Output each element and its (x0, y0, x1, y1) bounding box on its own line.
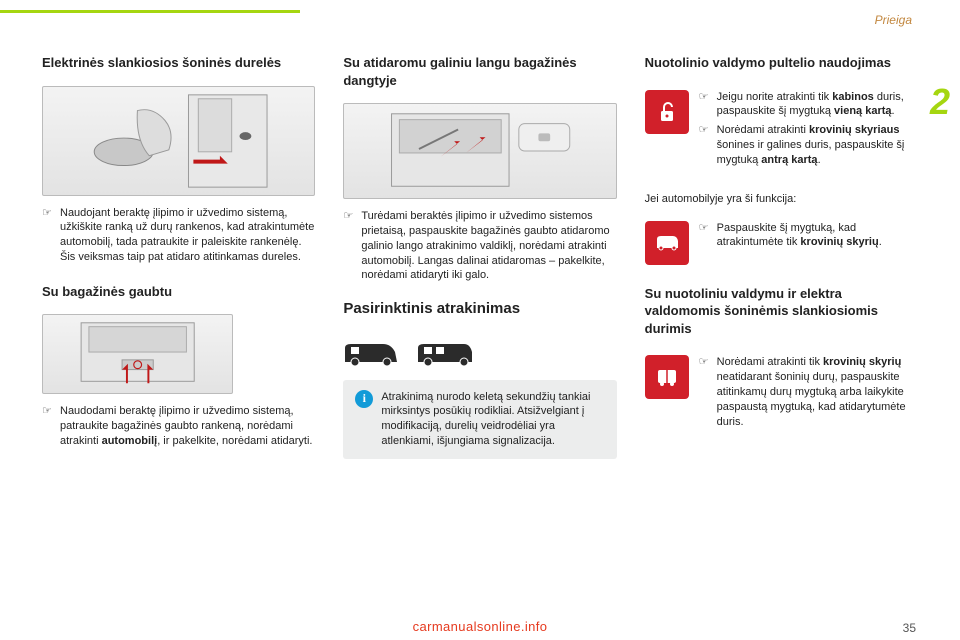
padlock-open-icon (653, 98, 681, 126)
bold-text: krovinių skyriaus (809, 124, 900, 136)
pointer-icon: ☞ (699, 355, 711, 429)
columns: Elektrinės slankiosios šoninės durelės ☞… (42, 54, 918, 459)
remote-block-2: ☞ Paspauskite šį mygtuką, kad atrakintum… (645, 221, 918, 265)
text: Norėdami atrakinti tik (717, 356, 823, 368)
text: . (818, 154, 821, 166)
figure-tailgate (42, 314, 233, 394)
bold-text: antrą kartą (761, 154, 817, 166)
text: Jeigu norite atrakinti tik (717, 91, 833, 103)
column-1: Elektrinės slankiosios šoninės durelės ☞… (42, 54, 315, 459)
bold-text: krovinių skyrių (800, 236, 878, 248)
unlock-cabin-icon (645, 90, 689, 134)
text: . (879, 236, 882, 248)
col3-heading-2: Su nuotoliniu valdymu ir elektra valdomo… (645, 285, 918, 338)
col3-bullet-4: ☞ Norėdami atrakinti tik krovinių skyrių… (699, 355, 918, 429)
chapter-tab: 2 (920, 52, 960, 152)
col1-para-1: ☞ Naudojant beraktę įlipimo ir užvedimo … (42, 206, 315, 265)
pointer-icon: ☞ (42, 404, 54, 449)
bold-text: kabinos (832, 91, 874, 103)
pointer-icon: ☞ (699, 90, 711, 120)
accent-bar (0, 10, 300, 13)
col2-heading-1: Su atidaromu galiniu langu bagažinės dan… (343, 54, 616, 89)
van-short-icon (343, 340, 399, 368)
pointer-icon: ☞ (42, 206, 54, 265)
pointer-icon: ☞ (699, 123, 711, 168)
bold-text: krovinių skyrių (823, 356, 901, 368)
text: Norėdami atrakinti krovinių skyriaus šon… (717, 123, 918, 168)
tailgate-illustration (43, 315, 232, 393)
col1-para-2-text: Naudodami beraktę įlipimo ir užvedimo si… (60, 404, 315, 449)
col3-heading-1: Nuotolinio valdymo pultelio naudojimas (645, 54, 918, 72)
page-number: 35 (903, 620, 916, 636)
text: Jeigu norite atrakinti tik kabinos duris… (717, 90, 918, 120)
remote-block-1: ☞ Jeigu norite atrakinti tik kabinos dur… (645, 90, 918, 168)
info-text: Atrakinimą nurodo keletą sekundžių tanki… (381, 390, 604, 449)
van-icons-row (343, 340, 616, 368)
bold-text: automobilį (102, 435, 158, 447)
col3-bullet-3: ☞ Paspauskite šį mygtuką, kad atrakintum… (699, 221, 918, 251)
col1-heading-2: Su bagažinės gaubtu (42, 283, 315, 301)
column-3: Nuotolinio valdymo pultelio naudojimas ☞… (645, 54, 918, 459)
remote-block-3: ☞ Norėdami atrakinti tik krovinių skyrių… (645, 355, 918, 429)
van-side-doors-icon (653, 363, 681, 391)
info-box: i Atrakinimą nurodo keletą sekundžių tan… (343, 380, 616, 459)
col3-bullet-2: ☞ Norėdami atrakinti krovinių skyriaus š… (699, 123, 918, 168)
col2-heading-2: Pasirinktinis atrakinimas (343, 299, 616, 319)
page: Prieiga 2 Elektrinės slankiosios šoninės… (0, 0, 960, 640)
text: Norėdami atrakinti (717, 124, 809, 136)
col1-para-1-text: Naudojant beraktę įlipimo ir užvedimo si… (60, 206, 315, 265)
text: neatidarant šoninių durų, paspauskite at… (717, 371, 906, 428)
bold-text: vieną kartą (834, 105, 891, 117)
text: , ir pakelkite, norėdami atidaryti. (157, 435, 312, 447)
van-long-icon (411, 340, 477, 368)
col1-heading-1: Elektrinės slankiosios šoninės durelės (42, 54, 315, 72)
col2-para-1: ☞ Turėdami beraktės įlipimo ir užvedimo … (343, 209, 616, 283)
van-rear-icon (653, 229, 681, 257)
unlock-sliding-icon (645, 355, 689, 399)
col1-para-2: ☞ Naudodami beraktę įlipimo ir užvedimo … (42, 404, 315, 449)
rear-window-illustration (344, 104, 615, 198)
figure-rear-window (343, 103, 616, 199)
chapter-number: 2 (930, 78, 950, 127)
unlock-cargo-icon (645, 221, 689, 265)
info-icon: i (355, 390, 373, 408)
watermark: carmanualsonline.info (0, 618, 960, 636)
figure-hand-door (42, 86, 315, 196)
section-label: Prieiga (875, 12, 912, 28)
col3-bullet-1: ☞ Jeigu norite atrakinti tik kabinos dur… (699, 90, 918, 120)
text: Paspauskite šį mygtuką, kad atrakintumėt… (717, 221, 918, 251)
door-hand-illustration (43, 87, 314, 195)
col2-para-1-text: Turėdami beraktės įlipimo ir užvedimo si… (361, 209, 616, 283)
col3-mid-text: Jei automobilyje yra ši funkcija: (645, 192, 918, 207)
pointer-icon: ☞ (699, 221, 711, 251)
pointer-icon: ☞ (343, 209, 355, 283)
column-2: Su atidaromu galiniu langu bagažinės dan… (343, 54, 616, 459)
text: . (892, 105, 895, 117)
text: Norėdami atrakinti tik krovinių skyrių n… (717, 355, 918, 429)
